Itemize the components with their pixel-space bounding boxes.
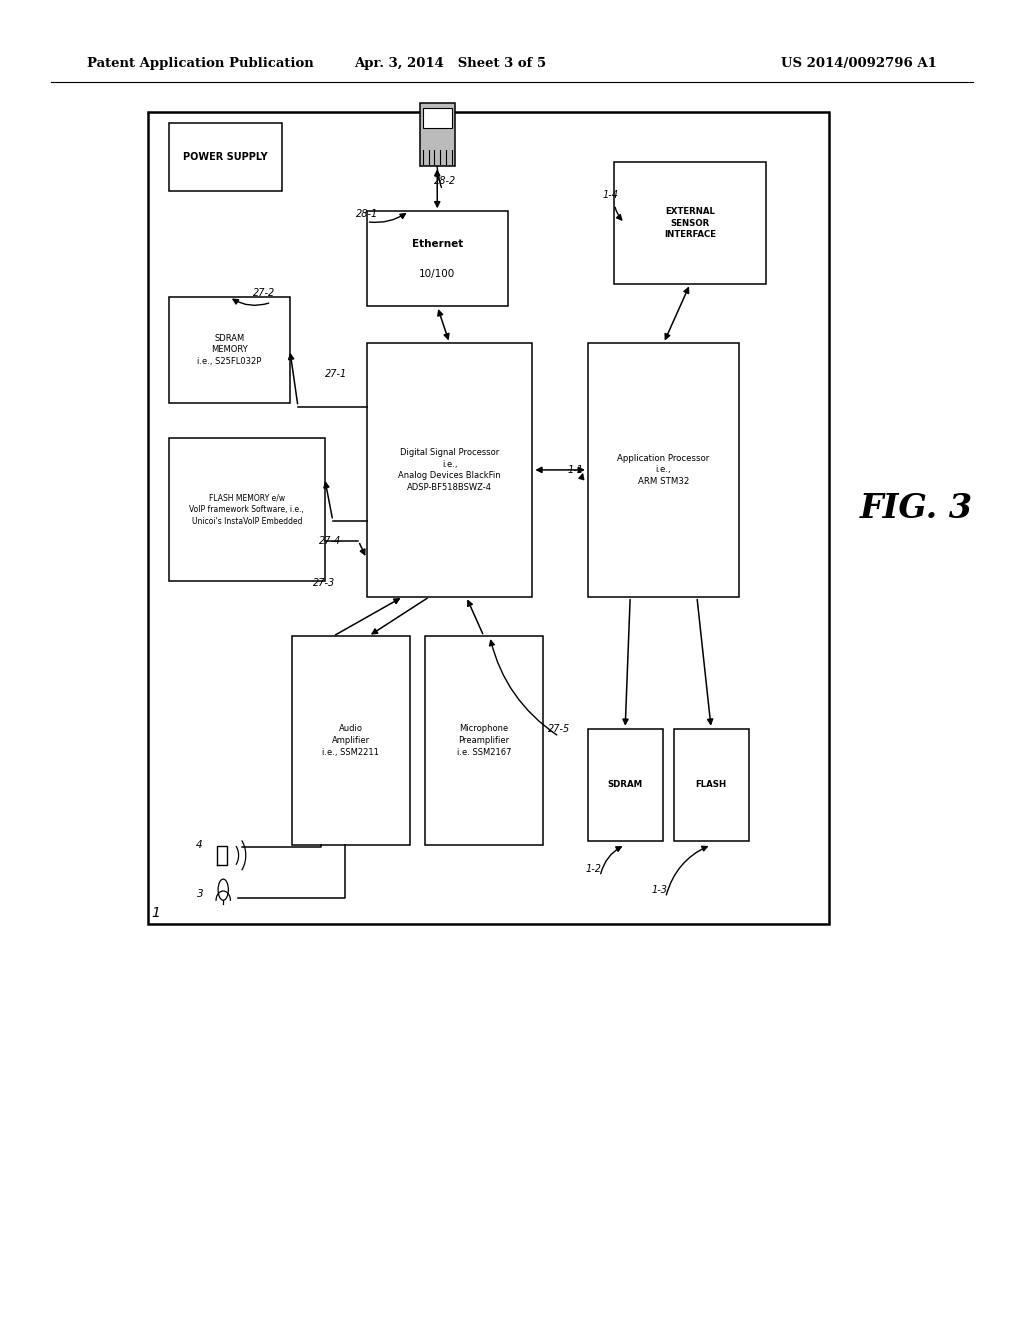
Text: Audio
Amplifier
i.e., SSM2211: Audio Amplifier i.e., SSM2211 bbox=[323, 725, 379, 756]
Text: 1-2: 1-2 bbox=[586, 863, 602, 874]
Text: 28-1: 28-1 bbox=[355, 209, 378, 219]
Bar bbox=[423, 108, 452, 128]
Text: 1-1: 1-1 bbox=[567, 465, 584, 475]
Text: 27-1: 27-1 bbox=[325, 368, 347, 379]
Text: 10/100: 10/100 bbox=[419, 269, 456, 279]
Bar bbox=[588, 343, 739, 597]
Text: Application Processor
i.e.,
ARM STM32: Application Processor i.e., ARM STM32 bbox=[617, 454, 710, 486]
Text: 27-3: 27-3 bbox=[312, 578, 335, 589]
Bar bbox=[367, 343, 532, 597]
Text: 1: 1 bbox=[152, 907, 160, 920]
Text: POWER SUPPLY: POWER SUPPLY bbox=[183, 152, 267, 162]
Bar bbox=[148, 112, 829, 924]
Text: Digital Signal Processor
i.e.,
Analog Devices BlackFin
ADSP-BF518BSWZ-4: Digital Signal Processor i.e., Analog De… bbox=[398, 447, 501, 492]
Bar bbox=[292, 636, 410, 845]
Bar bbox=[420, 103, 455, 166]
Text: Ethernet: Ethernet bbox=[412, 239, 463, 248]
Text: EXTERNAL
SENSOR
INTERFACE: EXTERNAL SENSOR INTERFACE bbox=[665, 207, 716, 239]
Text: 28-2: 28-2 bbox=[434, 176, 457, 186]
Text: 27-5: 27-5 bbox=[548, 723, 570, 734]
Bar bbox=[674, 729, 749, 841]
Text: SDRAM
MEMORY
i.e., S25FL032P: SDRAM MEMORY i.e., S25FL032P bbox=[198, 334, 261, 366]
Text: 1-4: 1-4 bbox=[602, 190, 618, 201]
Text: US 2014/0092796 A1: US 2014/0092796 A1 bbox=[781, 57, 937, 70]
Text: Microphone
Preamplifier
i.e. SSM2167: Microphone Preamplifier i.e. SSM2167 bbox=[457, 725, 511, 756]
Text: SDRAM: SDRAM bbox=[607, 780, 643, 789]
Ellipse shape bbox=[218, 879, 228, 900]
Text: 4: 4 bbox=[196, 840, 202, 850]
Text: FLASH: FLASH bbox=[695, 780, 727, 789]
Text: FIG. 3: FIG. 3 bbox=[860, 492, 973, 525]
Text: 3: 3 bbox=[198, 888, 204, 899]
Bar bbox=[614, 162, 766, 284]
Bar bbox=[169, 123, 282, 191]
Text: FLASH MEMORY e/w
VoIP framework Software, i.e.,
Unicoi's InstaVoIP Embedded: FLASH MEMORY e/w VoIP framework Software… bbox=[189, 494, 304, 525]
Bar bbox=[425, 636, 543, 845]
Text: Apr. 3, 2014   Sheet 3 of 5: Apr. 3, 2014 Sheet 3 of 5 bbox=[354, 57, 547, 70]
Text: Patent Application Publication: Patent Application Publication bbox=[87, 57, 313, 70]
Bar bbox=[169, 297, 290, 403]
Text: 1-3: 1-3 bbox=[651, 884, 668, 895]
Bar bbox=[588, 729, 663, 841]
Text: 27-4: 27-4 bbox=[318, 536, 341, 546]
Bar bbox=[169, 438, 325, 581]
Bar bbox=[367, 211, 508, 306]
Text: 27-2: 27-2 bbox=[253, 288, 275, 298]
